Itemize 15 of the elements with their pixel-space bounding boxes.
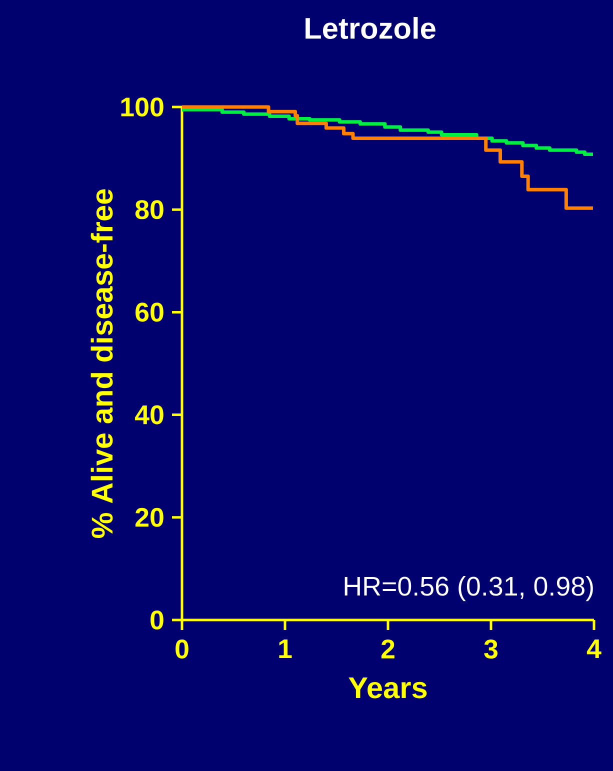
x-tick-label: 4 <box>586 640 602 658</box>
x-tick-label: 3 <box>484 640 498 659</box>
y-tick-label: 60 <box>136 302 164 322</box>
y-tick-label: 80 <box>135 200 164 220</box>
y-axis-title: % Alive and disease-free <box>90 189 113 538</box>
y-tick-label: 20 <box>135 508 164 527</box>
y-tick-label: 100 <box>121 97 164 117</box>
x-axis-title: Years <box>348 677 427 698</box>
y-tick-label: 40 <box>134 405 164 424</box>
annotation: HR=0.56 (0.31, 0.98) <box>344 576 593 602</box>
x-tick-label: 1 <box>279 640 292 658</box>
chart-title: Letrozole <box>306 17 436 39</box>
x-tick-label: 0 <box>176 640 188 659</box>
y-tick-label: 0 <box>150 610 164 630</box>
x-tick-label: 2 <box>381 640 394 658</box>
